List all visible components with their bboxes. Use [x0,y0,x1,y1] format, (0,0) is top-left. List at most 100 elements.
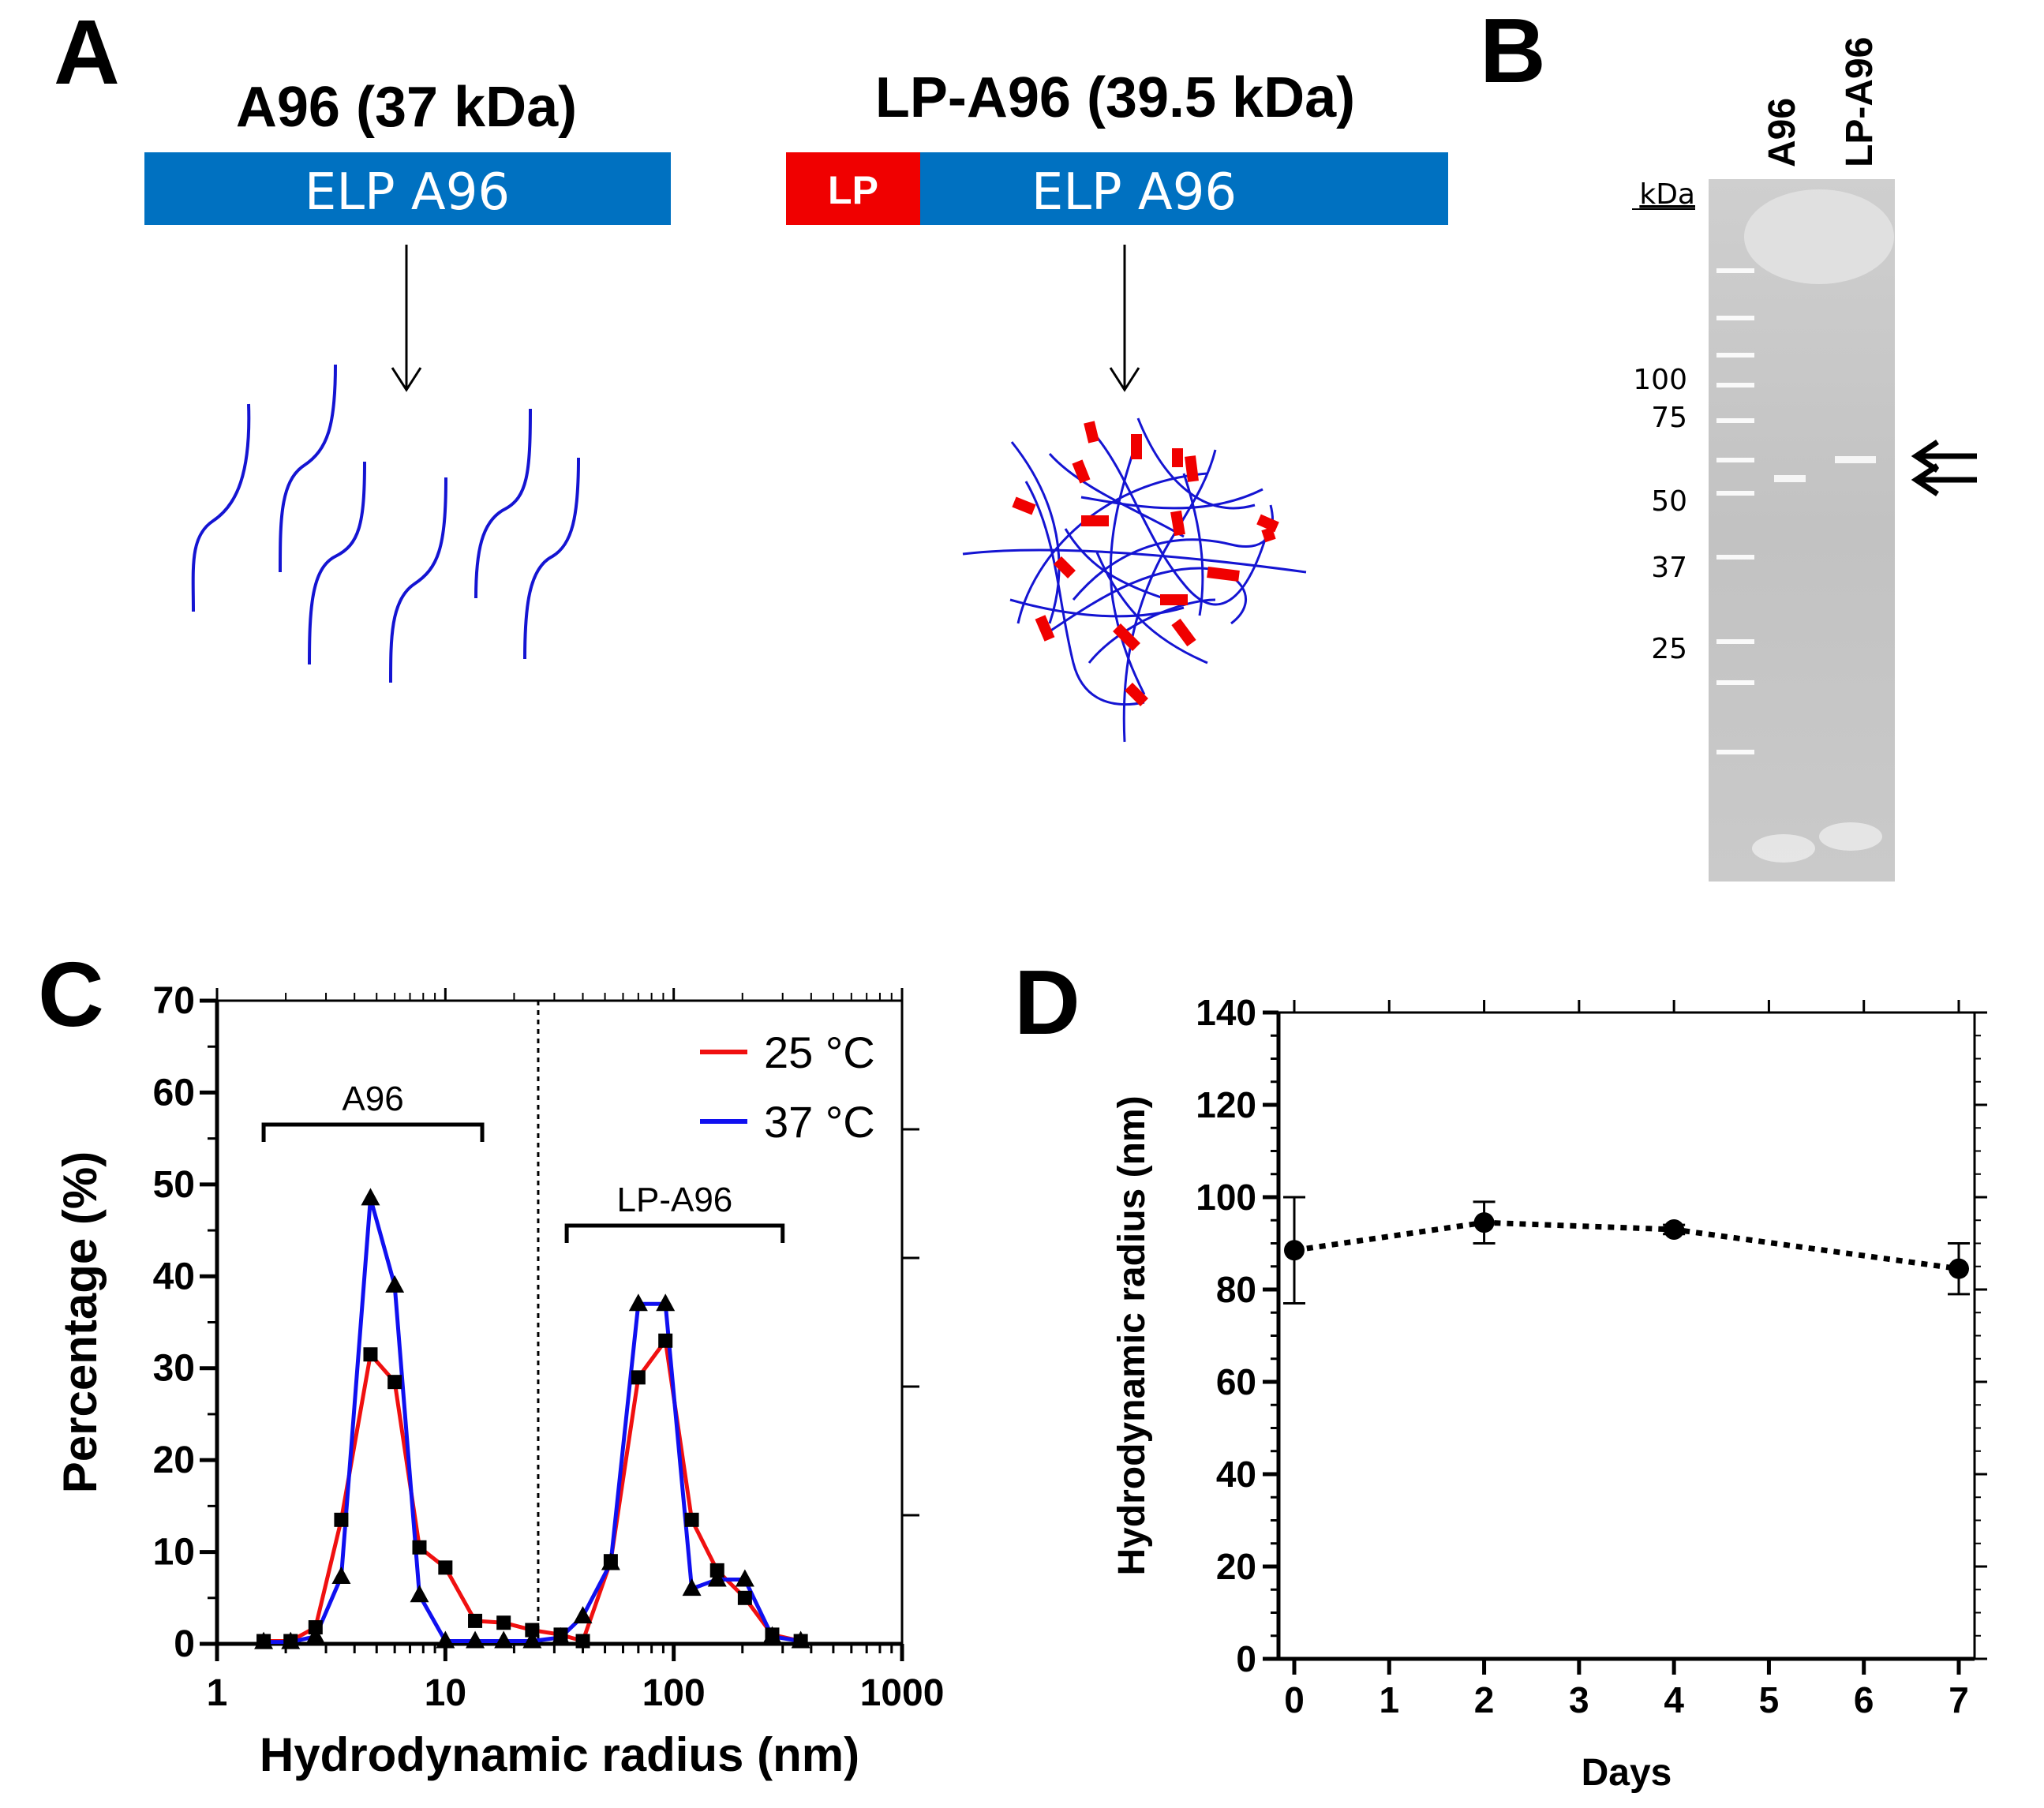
elp-chains-unimers [191,364,580,683]
data-point-37c [707,1569,727,1587]
panel-b-letter: B [1480,0,1546,102]
x-tick-label: 3 [1569,1679,1589,1720]
marker-label: 100 [1633,364,1687,396]
data-point-25c [575,1634,590,1649]
y-tick-label: 20 [1216,1546,1256,1587]
x-tick-label: 1 [1379,1679,1399,1720]
band-a96 [1774,475,1806,482]
data-point [1473,1212,1495,1233]
data-point-25c [496,1615,511,1630]
data-point-25c [412,1540,427,1555]
x-tick-label: 5 [1759,1679,1780,1720]
data-point-37c [601,1552,620,1570]
data-point-37c [735,1569,754,1587]
data-point-37c [494,1630,514,1649]
marker-label: 50 [1651,485,1687,518]
data-point-37c [522,1630,542,1649]
legend-label: 37 °C [764,1097,875,1147]
y-tick-label: 100 [1196,1177,1256,1218]
data-point-25c [363,1347,378,1362]
data-point [1284,1240,1305,1261]
data-point-37c [762,1626,782,1644]
series-line [1293,1219,1960,1272]
data-point-37c [361,1188,380,1206]
panel-a: A A96 (37 kDa) ELP A96 LP-A96 (39.5 kDa)… [54,1,1448,743]
y-tick-label: 80 [1216,1269,1256,1310]
x-tick-label: 6 [1854,1679,1874,1720]
y-tick-label: 60 [153,1072,195,1114]
elp-chain [279,364,337,573]
x-tick-label: 100 [642,1672,706,1714]
band-arrows-icon [1911,440,1977,496]
x-tick-label: 10 [425,1672,466,1714]
data-point-37c [791,1630,810,1649]
data-point-37c [331,1567,351,1585]
data-point [1664,1218,1685,1240]
data-point-25c [737,1590,752,1605]
y-tick-label: 140 [1196,992,1256,1033]
data-point-25c [684,1512,699,1527]
data-point [1949,1258,1969,1279]
x-tick-label: 1 [207,1672,228,1714]
y-tick-label: 20 [153,1439,195,1481]
x-tick-label: 1000 [860,1672,945,1714]
marker-labels: 100 75 50 37 25 [1633,364,1687,665]
elp-chain [523,457,580,660]
legend: 25 °C 37 °C [700,1028,875,1147]
data-point-37c [254,1631,274,1649]
y-tick-label: 0 [174,1623,195,1665]
data-point-37c [551,1626,571,1645]
construct1-title: A96 (37 kDa) [236,76,577,139]
panel-d-letter: D [1014,951,1080,1054]
construct2-bar-label: ELP A96 [1031,163,1237,222]
x-tick-label: 4 [1664,1679,1684,1720]
kda-unit-label: kDa [1639,178,1695,211]
panel-b: B A96 LP-A96 kDa [1480,0,1977,882]
y-tick-label: 40 [1216,1454,1256,1495]
y-tick-label: 70 [153,980,195,1022]
lp-tag-bar [786,152,920,225]
y-tick-label: 60 [1216,1361,1256,1402]
y-tick-label: 30 [153,1348,195,1390]
panel-a-letter: A [54,1,120,103]
x-axis-title: Days [1582,1752,1672,1794]
data-point-37c [305,1626,325,1644]
elp-chain [389,477,447,683]
y-tick-label: 40 [153,1256,195,1297]
marker-label: 75 [1651,402,1687,434]
data-point-25c [438,1560,453,1575]
data-point-25c [387,1375,402,1390]
y-tick-label: 0 [1236,1638,1256,1679]
panel-c-letter: C [38,943,104,1046]
legend-label: 25 °C [764,1028,875,1077]
annotation-bracket [261,1122,485,1142]
x-tick-label: 0 [1284,1679,1305,1720]
data-point-37c [436,1630,455,1649]
data-point-37c [281,1631,301,1649]
elp-a96-bar [144,152,671,225]
annotation-label: A96 [342,1080,403,1118]
data-point-37c [682,1578,702,1597]
panel-d: D 0 20 40 60 80 100 120 140 0 1 2 3 4 5 6 7 Days Hydrodyn… [1014,951,1987,1794]
data-point-37c [573,1606,593,1624]
elp-chain [191,403,251,612]
gel-image [1709,179,1895,882]
y-axis-title: Hydrodynamic radius (nm) [1111,1095,1153,1575]
data-point-25c [468,1613,483,1628]
construct1-bar-label: ELP A96 [305,163,510,222]
x-tick-label: 2 [1474,1679,1495,1720]
x-tick-label: 7 [1949,1679,1969,1720]
arrow-down-icon [391,245,422,392]
y-tick-label: 50 [153,1164,195,1206]
band-lp-a96 [1835,456,1876,463]
y-axis-title: Percentage (%) [54,1151,107,1493]
data-point-37c [628,1293,648,1312]
data-point-37c [656,1293,676,1312]
marker-label: 25 [1651,633,1687,665]
chart-d: 0 20 40 60 80 100 120 140 0 1 2 3 4 5 6 7 Days Hydrodynam… [1111,992,1987,1794]
construct2-title: LP-A96 (39.5 kDa) [875,66,1355,129]
data-point-37c [466,1630,485,1649]
elp-chain [474,408,532,599]
